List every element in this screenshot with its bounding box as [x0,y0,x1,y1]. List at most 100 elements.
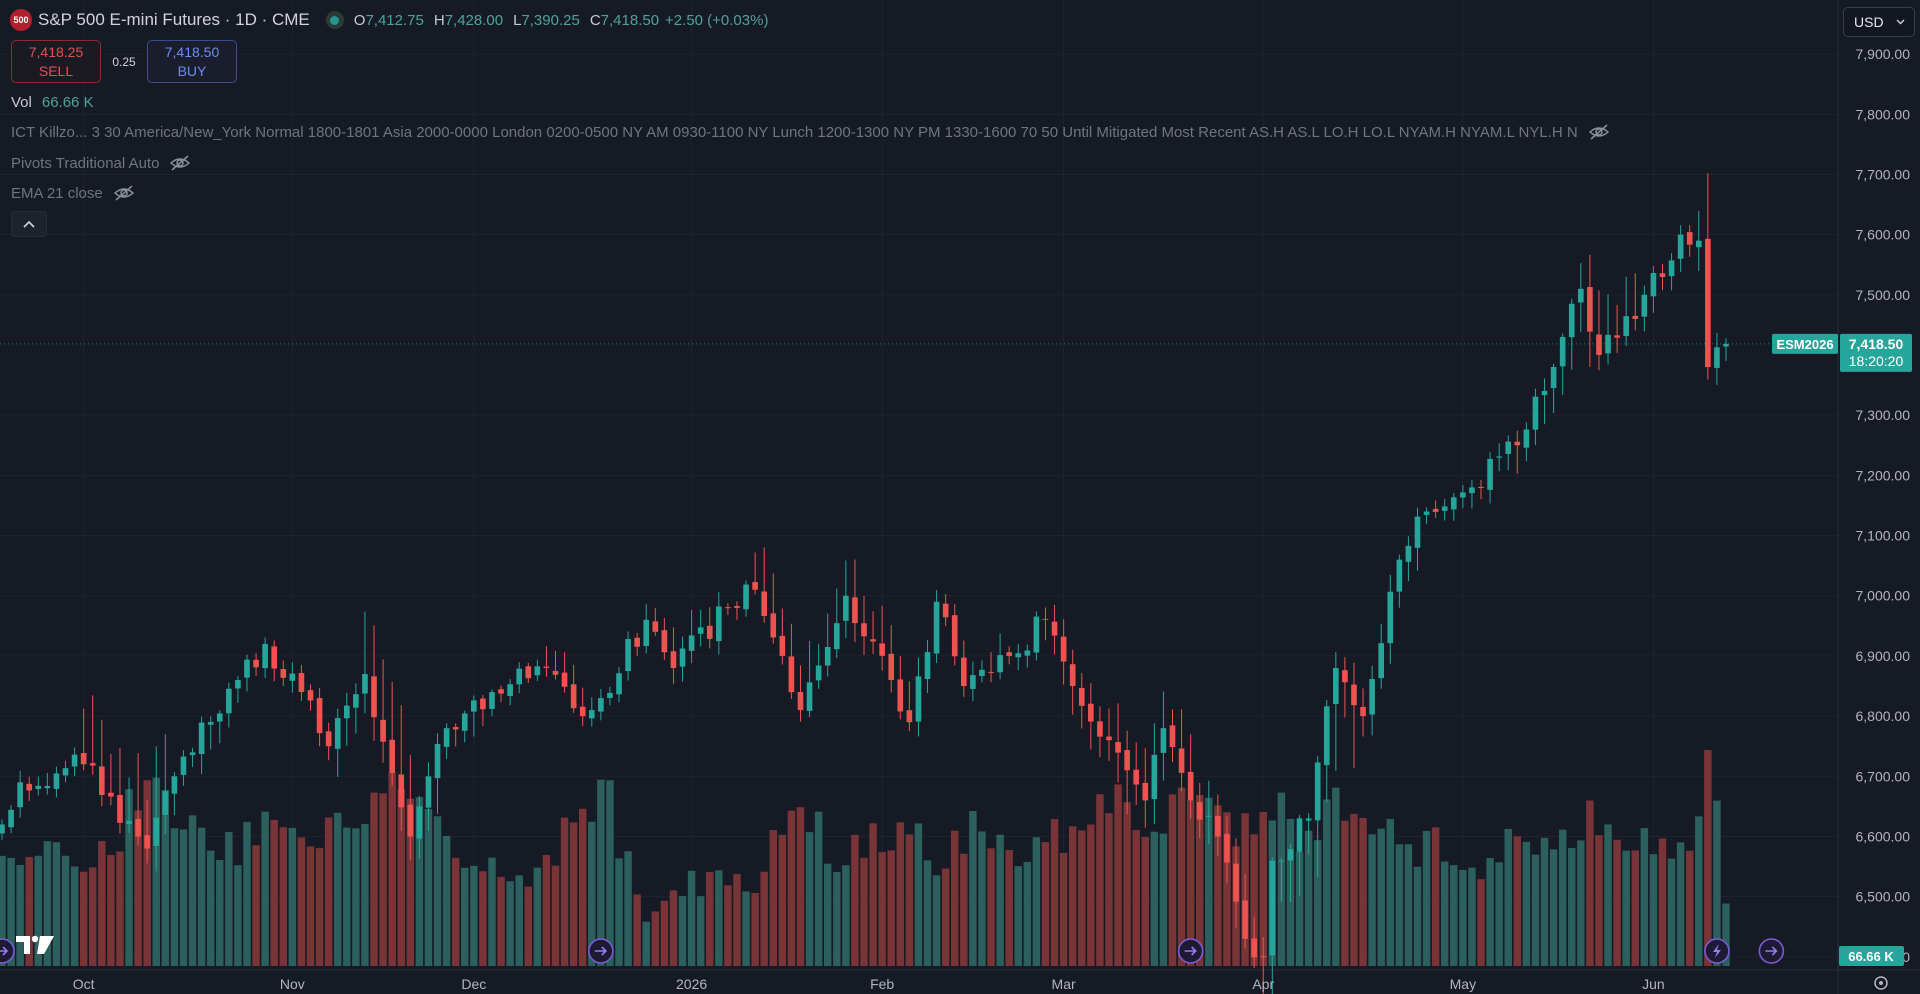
volume-bar [406,798,415,966]
volume-bar [651,911,660,966]
volume-bar [978,831,986,966]
pivots-indicator[interactable]: Pivots Traditional Auto [11,154,191,172]
buy-price: 7,418.50 [164,43,220,60]
candle-body [452,727,459,730]
volume-bar [1014,866,1022,966]
price-axis[interactable]: 7,900.00 7,800.00 7,700.00 7,600.00 7,500.00… [1856,46,1911,965]
candle-body [434,743,441,779]
spread-value: 0.25 [112,54,136,69]
volume-bar [1450,865,1458,966]
candle-body [71,754,78,767]
collapse-legend-button[interactable] [11,211,47,237]
volume-bar [796,807,805,966]
volume-bar [1168,794,1177,966]
candle-body [1351,684,1357,706]
currency-select[interactable]: USD [1843,7,1915,37]
volume-indicator[interactable]: Vol 66.66 K [11,94,94,111]
eye-off-icon[interactable] [169,154,191,172]
candle-body [1578,288,1584,303]
candle-body [171,776,178,794]
ohlc-close: C7,418.50 [589,11,660,29]
candle-body [1723,343,1729,347]
event-markers[interactable] [0,938,1785,964]
candle-body [1024,650,1031,656]
volume-bar [125,789,133,966]
volume-bar [433,816,442,966]
ema-indicator[interactable]: EMA 21 close [11,184,135,202]
candle-body [806,682,813,711]
symbol-header[interactable]: 500 S&P 500 E-mini Futures · 1D · CME O7… [10,9,768,31]
volume-bar [16,864,24,966]
candle-body [888,653,895,681]
volume-bar [1667,858,1676,966]
candle-body [643,619,650,647]
chevron-down-icon [1896,19,1905,25]
volume-bar [1640,828,1649,966]
candle-body [1714,347,1720,368]
eye-off-icon[interactable] [113,184,135,202]
candle-body [1668,260,1675,277]
buy-button[interactable]: 7,418.50 BUY [147,40,237,83]
volume-bar [1468,867,1476,966]
candle-body [1260,956,1267,958]
candle-body [852,597,858,624]
candle-body [815,665,822,681]
volume-bar [669,890,678,966]
candle-body [1396,559,1403,592]
volume-bar [887,850,895,966]
volume-bar [206,850,215,966]
eye-off-icon[interactable] [1588,123,1610,141]
time-axis-label: Mar [1052,976,1076,992]
volume-bar [279,827,288,966]
candle-body [679,648,686,667]
volume-bar [1068,826,1077,966]
candle-body [1233,863,1239,902]
candle-body [298,673,305,693]
symbol-title[interactable]: S&P 500 E-mini Futures · 1D · CME [38,10,310,29]
volume-bar [397,789,405,966]
time-axis-label: 2026 [676,976,707,992]
volume-bar [1150,831,1159,966]
lightning-icon[interactable] [1704,938,1730,964]
tradingview-logo-icon[interactable] [14,930,56,958]
forward-arrow-icon[interactable] [588,938,614,964]
candle-body [362,673,368,694]
candle-body [970,675,976,689]
candle-body [924,652,931,679]
volume-bar [506,881,514,966]
sell-button[interactable]: 7,418.25 SELL [11,40,101,83]
volume-bar [1323,799,1331,966]
candle-body [1432,508,1439,512]
volume-bar [1096,794,1104,966]
volume-bar [79,871,88,966]
forward-arrow-icon[interactable] [1758,938,1785,964]
volume-bar [1404,844,1413,966]
forward-arrow-icon[interactable] [0,938,15,964]
volume-bar [216,860,224,966]
candle-body [1532,396,1539,430]
candle-body [489,692,495,709]
price-axis-label: 7,700.00 [1856,166,1911,182]
volume-bar [1713,800,1721,966]
time-axis[interactable]: Oct Nov Dec 2026 Feb Mar Apr May Jun [73,976,1888,992]
candle-body [652,621,659,632]
volume-bar [905,834,914,966]
forward-arrow-icon[interactable] [1177,938,1204,964]
candle-body [262,643,268,669]
volume-bar [1613,839,1621,966]
candle-body [1686,232,1693,245]
gear-icon[interactable] [1874,976,1888,990]
symbol-badge[interactable]: 500 [10,9,32,31]
volume-bar [1132,830,1140,966]
candle-body [1514,441,1521,446]
volume-bar [252,845,260,966]
candle-body [688,635,695,651]
candle-body [988,671,994,673]
volume-bar [1722,903,1730,966]
candle-body [951,615,958,657]
ict-killzones-indicator[interactable]: ICT Killzo... 3 30 America/New_York Norm… [11,123,1610,141]
market-status-icon[interactable] [325,11,344,29]
candle-body [752,582,758,590]
